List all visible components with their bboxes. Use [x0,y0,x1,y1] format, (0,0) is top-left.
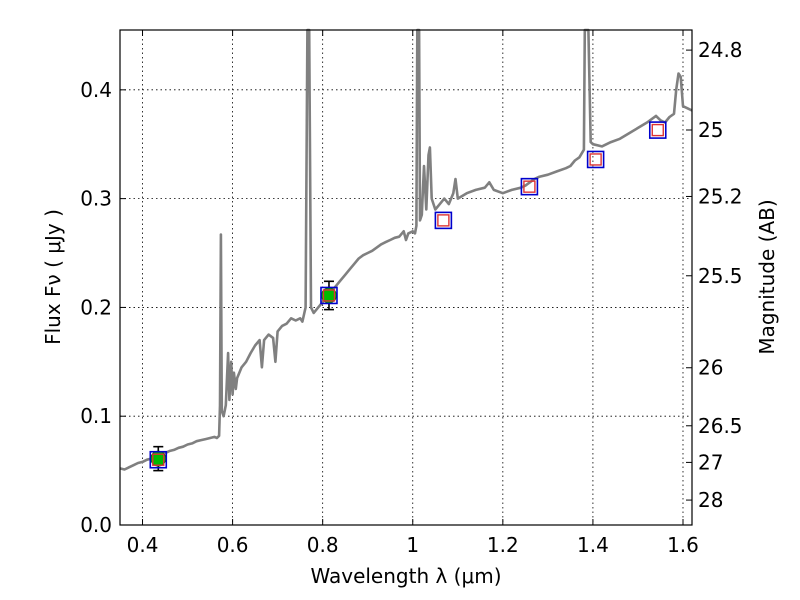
mag-tick-label-5: 26.5 [698,414,743,438]
mag-tick-label-6: 27 [698,450,723,474]
mag-tick-label-7: 28 [698,488,723,512]
x-tick-label-2: 0.8 [307,533,339,557]
x-axis-ticks: 0.4 0.6 0.8 1 1.2 1.4 1.6 [127,30,699,557]
y-tick-label-3: 0.3 [80,187,112,211]
spectrum-layer [119,28,693,471]
x-tick-label-5: 1.4 [577,533,609,557]
x-tick-label-3: 1 [406,533,419,557]
y-tick-label-2: 0.2 [80,295,112,319]
mag-tick-label-0: 24.8 [698,38,743,62]
y-axis-label-left: Flux Fν ( μJy ) [41,209,65,345]
magnitude-axis-ticks: 24.8 25 25.2 25.5 26 26.5 27 28 [686,38,743,512]
model-square-2 [437,214,450,227]
mag-tick-label-3: 25.5 [698,264,743,288]
y-tick-label-4: 0.4 [80,78,112,102]
x-tick-label-0: 0.4 [127,533,159,557]
x-tick-label-1: 0.6 [217,533,249,557]
y-tick-label-0: 0.0 [80,513,112,537]
y-axis-ticks: 0.0 0.1 0.2 0.3 0.4 [80,78,126,537]
model-square-4 [589,153,602,166]
plot-frame [119,29,693,526]
model-box-0 [149,450,168,469]
plot-area [120,30,692,525]
model-box-3 [520,177,539,196]
mag-tick-label-1: 25 [698,118,723,142]
mag-tick-label-4: 26 [698,356,723,380]
model-square-5 [651,123,664,137]
model-box-2 [434,211,453,230]
mag-tick-label-2: 25.2 [698,184,743,208]
model-square-3 [523,180,536,193]
x-axis-label: Wavelength λ (μm) [310,564,501,588]
model-square-1 [322,289,336,302]
x-tick-label-4: 1.2 [487,533,519,557]
y-axis-label-right: Magnitude (AB) [755,199,779,354]
model-box-5 [648,121,667,139]
model-box-1 [320,286,338,305]
model-square-0 [152,453,165,466]
grid-lines [120,30,692,526]
y-tick-label-1: 0.1 [80,404,112,428]
model-box-4 [586,150,605,169]
spectrum-line [119,28,693,471]
model-points-layer [149,121,667,469]
x-tick-label-6: 1.6 [667,533,699,557]
